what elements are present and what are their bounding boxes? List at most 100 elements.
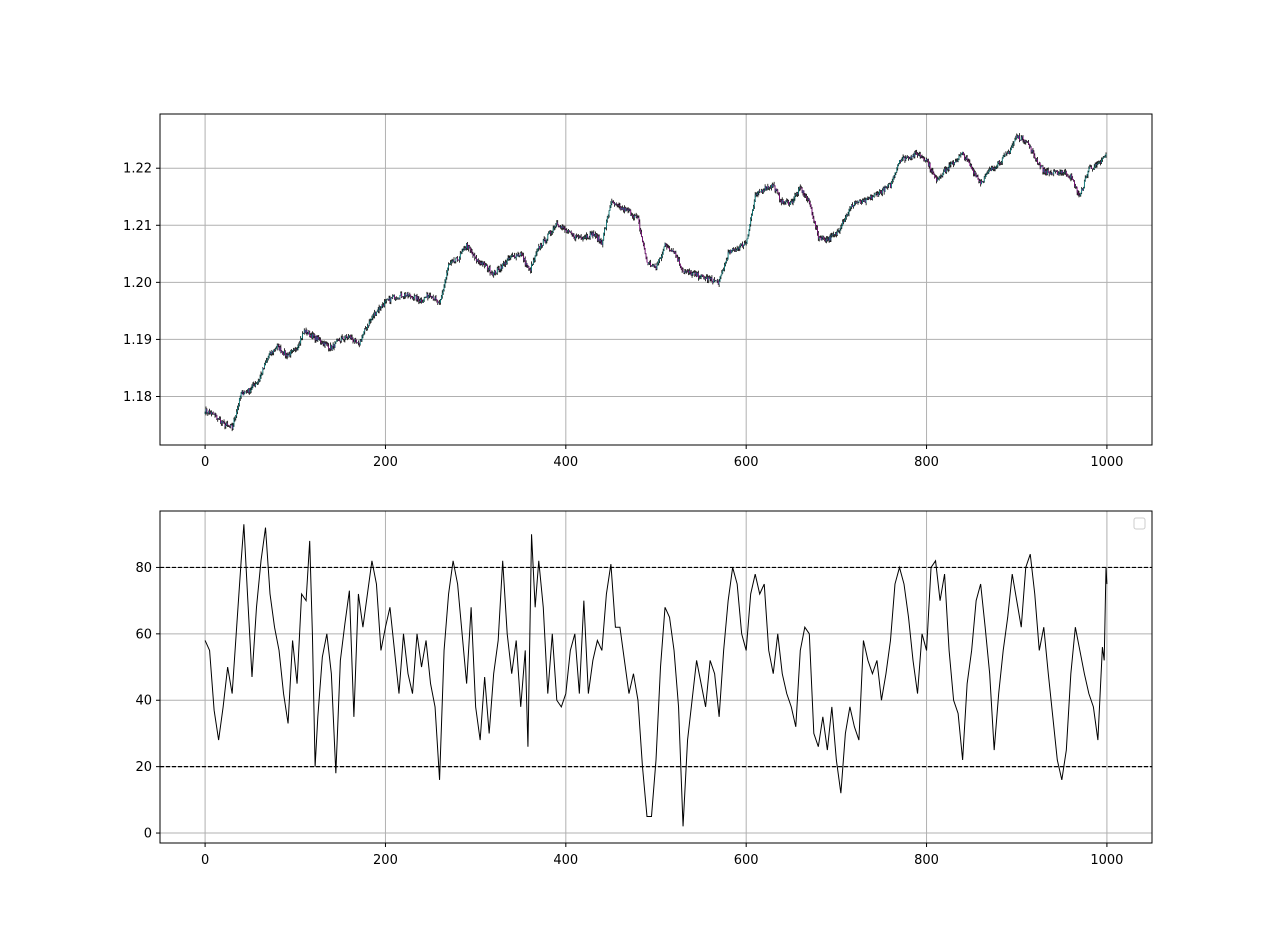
candle-body	[1019, 140, 1021, 141]
candle-body	[689, 271, 691, 273]
candle-body	[373, 315, 375, 316]
candle-body	[1021, 136, 1023, 138]
candle-body	[247, 391, 248, 393]
candle-body	[919, 154, 921, 157]
candle-body	[232, 425, 234, 429]
candle-body	[636, 216, 638, 218]
candle-body	[208, 411, 210, 414]
candle-body	[565, 229, 567, 231]
candle-body	[1022, 136, 1024, 141]
candle-body	[1028, 142, 1029, 145]
candle-body	[1058, 171, 1060, 174]
candle-body	[762, 190, 764, 193]
candle-body	[725, 262, 726, 265]
candle-body	[717, 280, 719, 285]
candle-body	[754, 194, 756, 201]
candle-body	[325, 342, 327, 344]
candle-body	[872, 196, 874, 198]
candle-body	[245, 391, 247, 393]
candle-body	[446, 272, 448, 278]
candle-body	[365, 328, 366, 330]
candle-body	[207, 412, 209, 414]
candle-body	[758, 190, 760, 193]
candle-body	[956, 160, 958, 162]
candle-body	[595, 234, 596, 237]
oscillator-x-tick-label: 600	[734, 853, 759, 868]
candle-body	[998, 161, 1000, 163]
candle-body	[779, 193, 780, 200]
candle-body	[229, 425, 230, 427]
candle-body	[358, 342, 360, 345]
candle-body	[744, 242, 746, 244]
candle-body	[914, 152, 916, 157]
candle-body	[1082, 188, 1083, 191]
candle-body	[626, 208, 628, 210]
candle-body	[449, 263, 450, 265]
candle-body	[305, 330, 307, 333]
candle-body	[548, 233, 550, 235]
candle-body	[877, 193, 879, 196]
candle-body	[1103, 157, 1105, 158]
candle-body	[785, 200, 787, 203]
candle-body	[790, 201, 791, 205]
candle-body	[883, 187, 885, 192]
candle-body	[927, 159, 928, 161]
candle-body	[915, 152, 917, 153]
candle-body	[468, 245, 470, 248]
candle-body	[476, 257, 477, 262]
candle-body	[377, 309, 379, 311]
candle-body	[685, 270, 687, 272]
candle-body	[443, 285, 445, 290]
candle-body	[661, 254, 663, 256]
candle-body	[414, 295, 416, 296]
candle-body	[453, 259, 455, 263]
candle-body	[1014, 139, 1016, 142]
candle-body	[542, 245, 543, 247]
candle-body	[276, 344, 278, 348]
candle-body	[1031, 149, 1033, 153]
candle-body	[1019, 135, 1020, 141]
candle-body	[236, 411, 238, 416]
candle-body	[994, 168, 996, 170]
candle-body	[894, 172, 896, 178]
candle-body	[591, 232, 593, 237]
candle-body	[462, 248, 464, 252]
candle-body	[428, 295, 430, 299]
candle-body	[836, 231, 838, 235]
candle-body	[1053, 171, 1055, 175]
candle-body	[797, 193, 798, 195]
candle-body	[959, 155, 961, 157]
candle-body	[220, 421, 222, 424]
candle-body	[477, 259, 478, 262]
candle-body	[633, 216, 634, 218]
candle-body	[976, 175, 978, 177]
candle-body	[262, 368, 264, 374]
candle-body	[1059, 171, 1061, 173]
candle-body	[265, 362, 266, 364]
candle-body	[972, 168, 973, 170]
candle-body	[819, 237, 821, 238]
candle-body	[1017, 135, 1018, 138]
candle-body	[804, 195, 806, 197]
candle-body	[679, 259, 680, 265]
candle-body	[807, 198, 808, 200]
candle-body	[1029, 146, 1031, 148]
candle-body	[1062, 170, 1064, 173]
candle-body	[381, 304, 383, 308]
candle-body	[1046, 171, 1047, 175]
candle-body	[696, 272, 697, 277]
candle-body	[371, 317, 373, 320]
candle-body	[735, 250, 737, 251]
candle-body	[986, 172, 988, 175]
candle-body	[1010, 149, 1011, 153]
candle-body	[1092, 168, 1093, 170]
candle-body	[644, 248, 646, 254]
candle-body	[941, 176, 943, 177]
candle-body	[989, 169, 991, 171]
candle-body	[221, 421, 223, 424]
candle-body	[277, 344, 279, 346]
candle-body	[1096, 164, 1098, 166]
candle-body	[876, 193, 878, 194]
candle-body	[897, 165, 899, 169]
candle-body	[937, 178, 939, 180]
